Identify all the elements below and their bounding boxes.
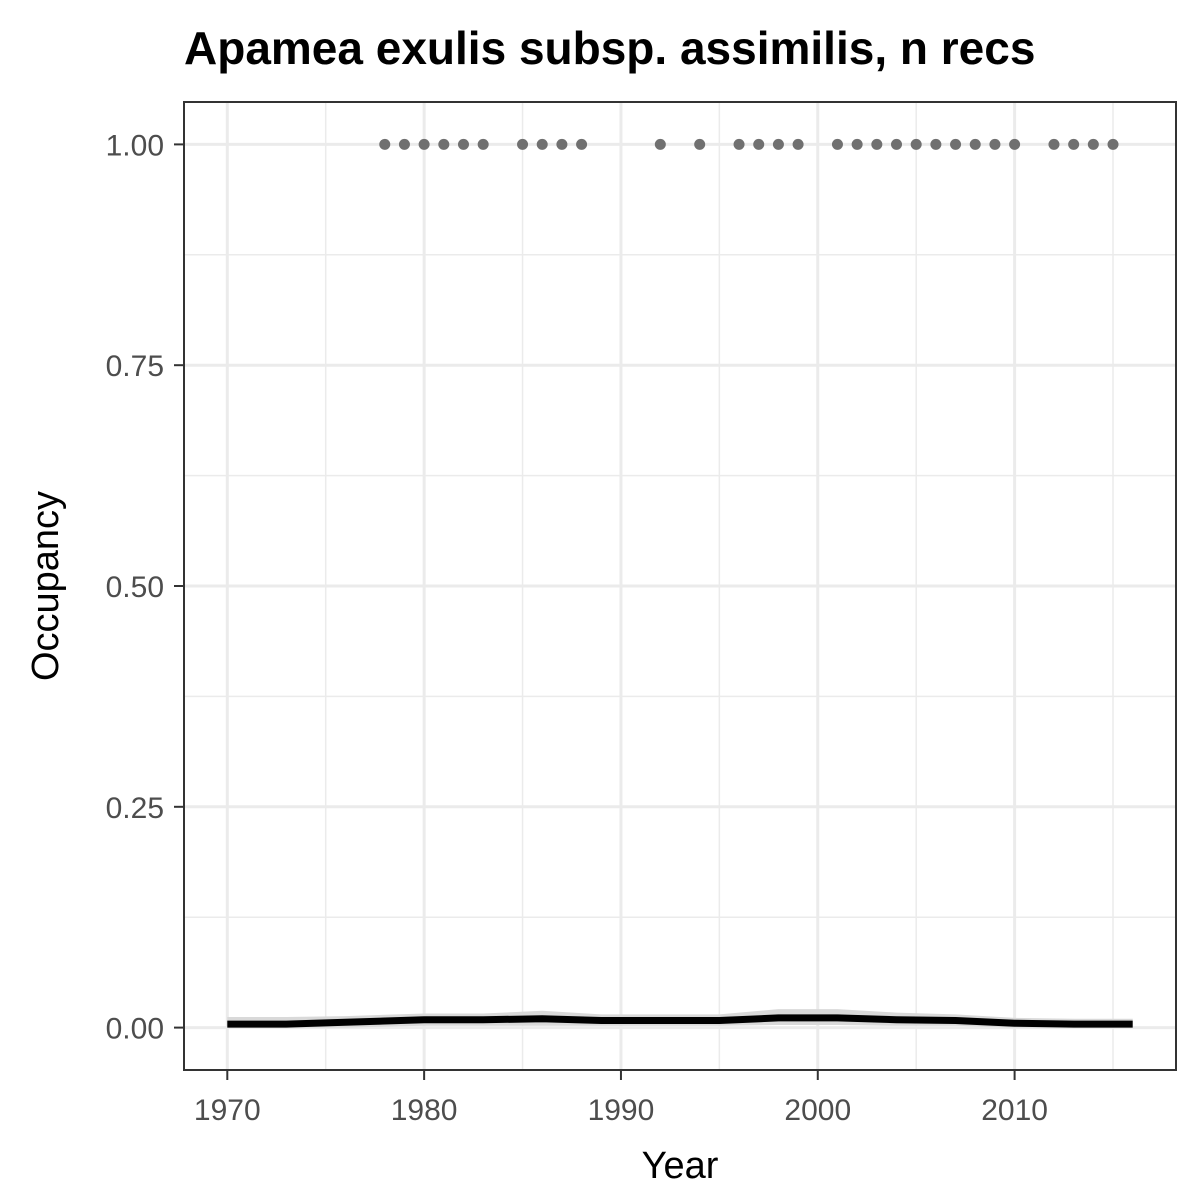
record-point xyxy=(831,138,843,150)
x-tick-label: 2000 xyxy=(784,1094,851,1127)
record-point xyxy=(1087,138,1099,150)
y-axis-title: Occupancy xyxy=(25,491,67,681)
record-point xyxy=(969,138,981,150)
record-point xyxy=(733,138,745,150)
y-axis: 0.00 0.25 0.50 0.75 1.00 xyxy=(106,129,184,1046)
record-points-layer xyxy=(379,138,1119,150)
record-point xyxy=(694,138,706,150)
record-point xyxy=(1107,138,1119,150)
record-point xyxy=(517,138,529,150)
trend-line-layer xyxy=(227,1014,1133,1028)
record-point xyxy=(536,138,548,150)
y-tick-label: 1.00 xyxy=(106,129,164,162)
record-point xyxy=(654,138,666,150)
record-point xyxy=(910,138,922,150)
record-point xyxy=(891,138,903,150)
record-point xyxy=(851,138,863,150)
record-point xyxy=(772,138,784,150)
x-tick-label: 1990 xyxy=(588,1094,655,1127)
record-point xyxy=(930,138,942,150)
record-point xyxy=(1048,138,1060,150)
record-point xyxy=(438,138,450,150)
record-point xyxy=(792,138,804,150)
record-point xyxy=(871,138,883,150)
x-axis: 1970 1980 1990 2000 2010 xyxy=(184,1069,1176,1127)
y-tick-label: 0.50 xyxy=(106,571,164,604)
record-point xyxy=(418,138,430,150)
record-point xyxy=(950,138,962,150)
y-tick-label: 0.75 xyxy=(106,350,164,383)
record-point xyxy=(576,138,588,150)
occupancy-trend-line xyxy=(227,1014,1133,1028)
record-point xyxy=(753,138,765,150)
record-point xyxy=(989,138,1001,150)
y-tick-label: 0.25 xyxy=(106,792,164,825)
x-tick-label: 1980 xyxy=(391,1094,458,1127)
x-tick-label: 1970 xyxy=(194,1094,261,1127)
record-point xyxy=(398,138,410,150)
chart-title: Apamea exulis subsp. assimilis, n recs xyxy=(184,22,1035,74)
record-point xyxy=(477,138,489,150)
record-point xyxy=(556,138,568,150)
x-tick-label: 2010 xyxy=(981,1094,1048,1127)
y-tick-label: 0.00 xyxy=(106,1013,164,1046)
record-point xyxy=(1009,138,1021,150)
record-point xyxy=(379,138,391,150)
record-point xyxy=(1068,138,1080,150)
record-point xyxy=(457,138,469,150)
x-axis-title: Year xyxy=(642,1145,719,1187)
